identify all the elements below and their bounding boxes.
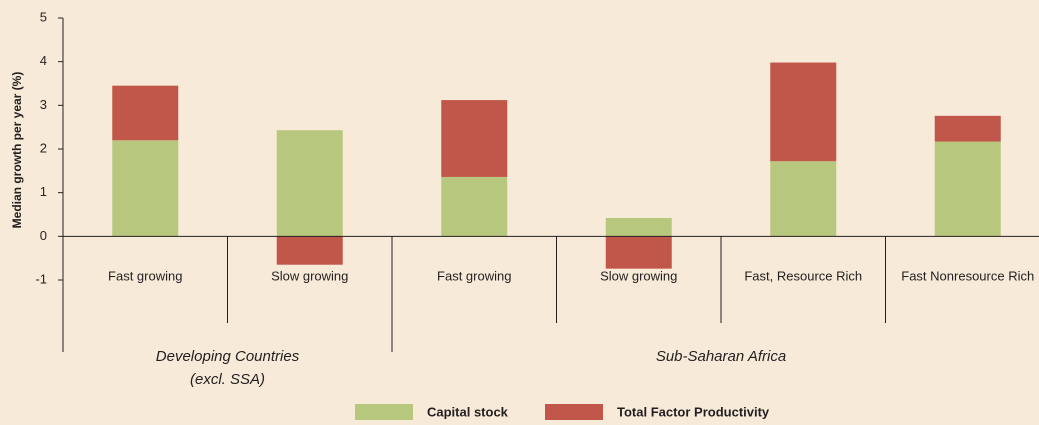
bar-segment [770,62,837,162]
bar-segment [605,217,672,237]
y-tick-label: 2 [40,140,47,155]
x-tick-label: Fast, Resource Rich [744,268,862,283]
y-tick-label: 0 [40,228,47,243]
legend-swatch [545,404,603,420]
bar-segment [441,176,508,237]
group-label: Developing Countries [156,348,300,365]
x-tick-label: Fast growing [108,268,182,283]
bar-segment [441,100,508,177]
y-tick-label: -1 [35,271,47,286]
bar-segment [276,236,343,265]
bar-segment [934,141,1001,237]
legend-label: Total Factor Productivity [617,404,770,419]
legend-swatch [355,404,413,420]
x-tick-label: Fast Nonresource Rich [901,268,1034,283]
x-tick-label: Fast growing [437,268,511,283]
bar-segment [112,140,179,237]
group-label: Sub-Saharan Africa [656,348,786,365]
bar-segment [605,236,672,269]
x-tick-label: Slow growing [271,268,348,283]
bar-segment [112,85,179,141]
x-tick-label: Slow growing [600,268,677,283]
y-axis-label: Median growth per year (%) [10,72,24,229]
y-tick-label: 3 [40,97,47,112]
bar-segment [934,115,1001,142]
y-tick-label: 5 [40,9,47,24]
y-tick-label: 4 [40,53,47,68]
y-tick-label: 1 [40,184,47,199]
bar-segment [276,130,343,237]
legend-label: Capital stock [427,404,509,419]
group-label: (excl. SSA) [190,371,265,388]
bar-segment [770,161,837,237]
